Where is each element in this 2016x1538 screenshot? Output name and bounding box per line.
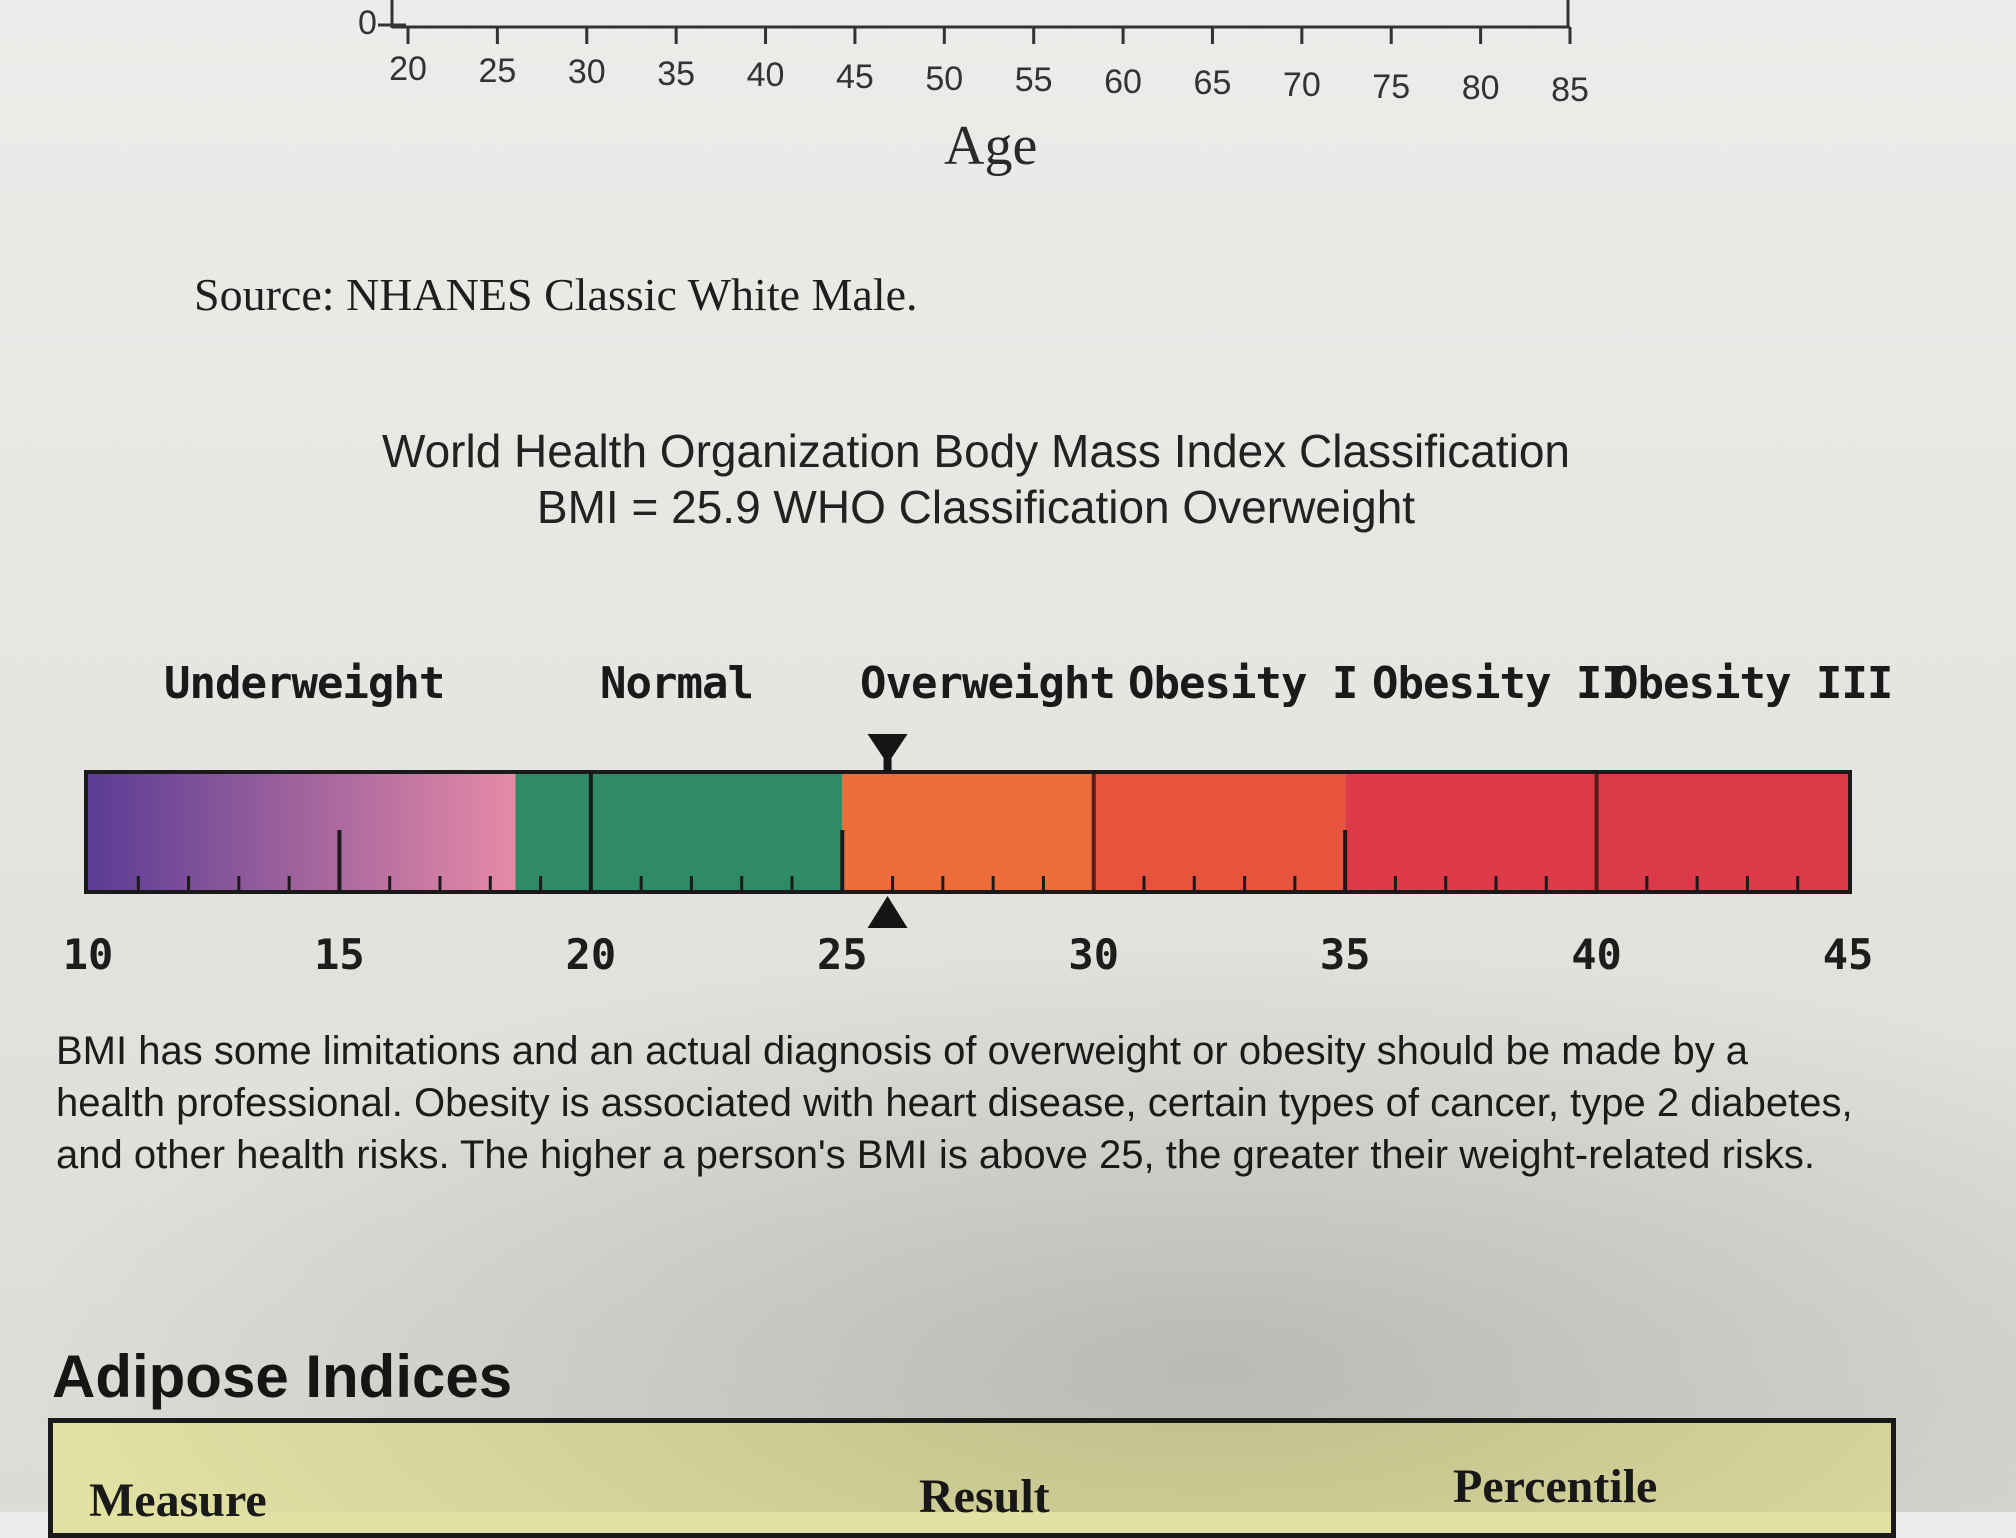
bmi-scale-label: 35 (1319, 930, 1371, 979)
x-tick-label: 80 (1461, 69, 1500, 108)
category-obesity-2: Obesity II (1372, 658, 1628, 709)
x-axis-label: Age (944, 115, 1038, 177)
source-note: Source: NHANES Classic White Male. (194, 269, 918, 320)
x-tick-label: 35 (657, 54, 696, 93)
x-tick-label: 30 (567, 53, 606, 92)
x-tick-label: 25 (478, 51, 517, 90)
bmi-marker-top (867, 734, 908, 764)
x-tick-label: 45 (836, 58, 874, 96)
category-overweight: Overweight (860, 658, 1116, 709)
bmi-disclaimer-paragraph: BMI has some limitations and an actual d… (56, 1029, 1853, 1177)
x-tick-label: 20 (389, 50, 427, 88)
bmi-segment-obesity-i (1093, 772, 1346, 892)
adipose-heading: Adipose Indices (52, 1343, 513, 1410)
x-tick-label: 75 (1372, 67, 1411, 106)
x-tick-label: 60 (1104, 62, 1142, 101)
bmi-segment-overweight (842, 772, 1094, 892)
category-obesity-1: Obesity I (1128, 658, 1358, 709)
bmi-bar-frame (84, 770, 1852, 894)
adipose-table: Measure Result Percentile (48, 1418, 1896, 1538)
y-zero-label: 0 (358, 4, 377, 42)
x-tick-label: 70 (1282, 66, 1321, 104)
category-obesity-3: Obesity III (1612, 658, 1893, 709)
bmi-scale-label: 45 (1822, 930, 1874, 979)
x-tick-label: 50 (925, 59, 964, 98)
bmi-scale-bar (84, 734, 1852, 928)
bmi-segment-underweight (88, 772, 516, 892)
age-chart-axes (378, 0, 1572, 44)
bmi-scale-label: 10 (62, 930, 114, 979)
bmi-scale-label: 30 (1068, 930, 1119, 979)
x-tick-label: 55 (1014, 61, 1053, 100)
bmi-segment-normal (515, 772, 843, 892)
bmi-marker-top-stem (883, 750, 892, 772)
x-tick-label: 40 (746, 56, 785, 95)
bmi-scale-label: 25 (816, 930, 868, 979)
x-tick-label: 85 (1551, 70, 1589, 109)
column-header-measure: Measure (89, 1474, 267, 1527)
column-header-result: Result (919, 1470, 1050, 1523)
bmi-segment-obesity-ii (1345, 772, 1597, 892)
x-tick-label: 65 (1193, 64, 1232, 103)
who-title: World Health Organization Body Mass Inde… (381, 425, 1571, 477)
bmi-scale-label: 40 (1571, 930, 1622, 979)
category-normal: Normal (600, 658, 754, 709)
category-underweight: Underweight (164, 658, 445, 709)
bmi-marker-bottom (867, 896, 908, 928)
who-subtitle: BMI = 25.9 WHO Classification Overweight (536, 481, 1416, 533)
bmi-segment-obesity-iii (1596, 772, 1848, 892)
column-header-percentile: Percentile (1453, 1460, 1658, 1513)
bmi-scale-label: 15 (314, 930, 365, 979)
bmi-scale-label: 20 (565, 930, 617, 979)
